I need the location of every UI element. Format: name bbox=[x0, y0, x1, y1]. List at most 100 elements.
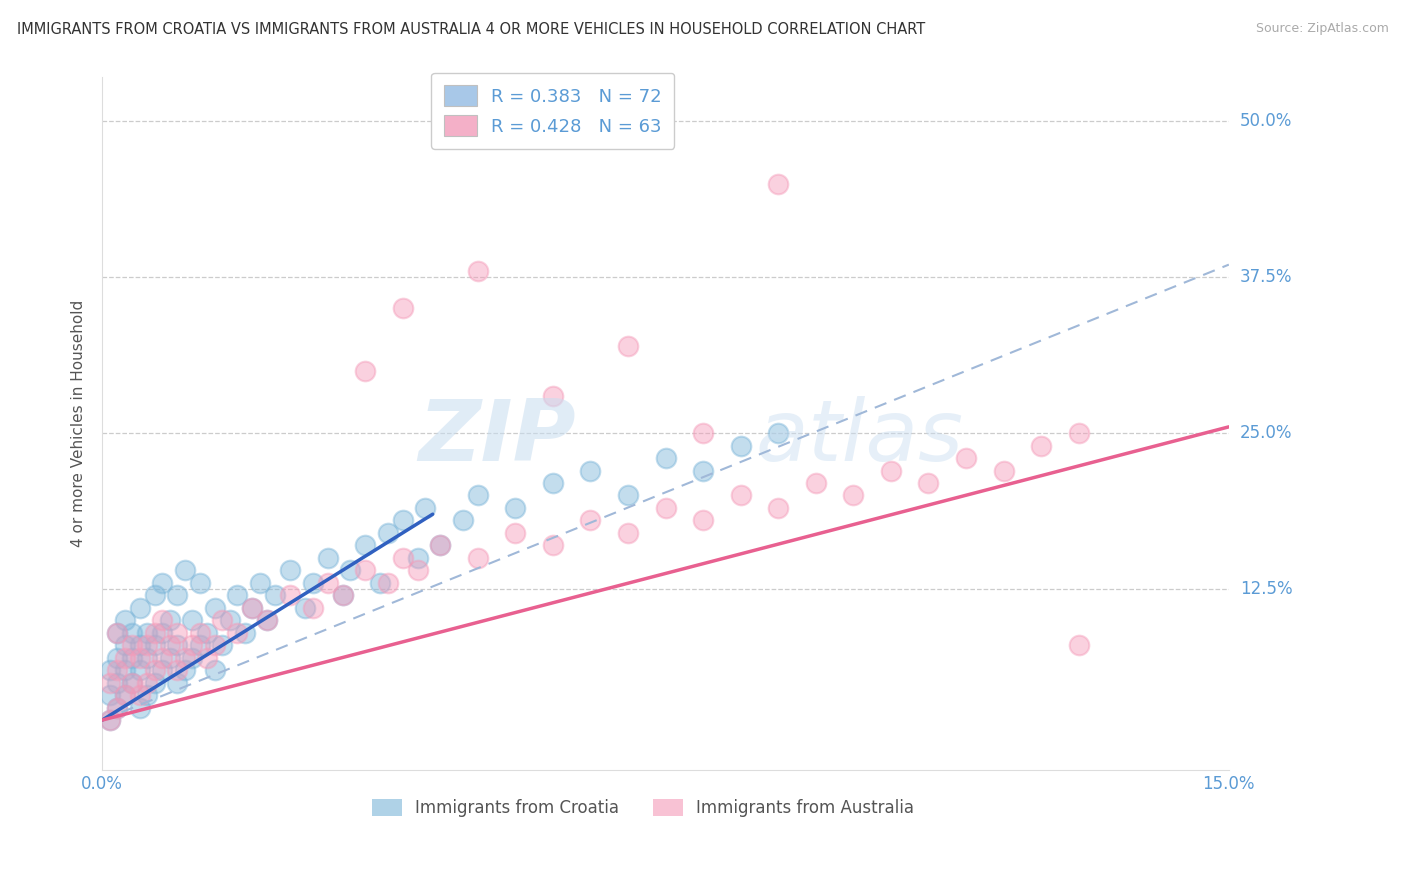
Point bbox=[993, 463, 1015, 477]
Text: 12.5%: 12.5% bbox=[1240, 580, 1292, 598]
Point bbox=[166, 588, 188, 602]
Text: atlas: atlas bbox=[755, 396, 963, 479]
Point bbox=[114, 638, 136, 652]
Point bbox=[391, 550, 413, 565]
Point bbox=[692, 463, 714, 477]
Point bbox=[136, 625, 159, 640]
Point bbox=[128, 650, 150, 665]
Point bbox=[451, 513, 474, 527]
Point bbox=[98, 713, 121, 727]
Point bbox=[541, 475, 564, 490]
Point bbox=[467, 488, 489, 502]
Point bbox=[136, 688, 159, 702]
Point bbox=[316, 550, 339, 565]
Legend: Immigrants from Croatia, Immigrants from Australia: Immigrants from Croatia, Immigrants from… bbox=[366, 792, 921, 824]
Point bbox=[173, 563, 195, 577]
Point bbox=[233, 625, 256, 640]
Point bbox=[880, 463, 903, 477]
Point bbox=[166, 625, 188, 640]
Point bbox=[617, 488, 640, 502]
Point bbox=[413, 500, 436, 515]
Point bbox=[173, 650, 195, 665]
Point bbox=[173, 663, 195, 677]
Point bbox=[150, 575, 173, 590]
Point bbox=[368, 575, 391, 590]
Point bbox=[128, 663, 150, 677]
Point bbox=[1029, 439, 1052, 453]
Point bbox=[249, 575, 271, 590]
Text: 25.0%: 25.0% bbox=[1240, 424, 1292, 442]
Point bbox=[541, 538, 564, 552]
Point bbox=[204, 638, 226, 652]
Point bbox=[391, 513, 413, 527]
Text: 37.5%: 37.5% bbox=[1240, 268, 1292, 286]
Point bbox=[579, 513, 602, 527]
Point bbox=[181, 613, 204, 627]
Point bbox=[211, 638, 233, 652]
Point bbox=[955, 450, 977, 465]
Point bbox=[159, 650, 181, 665]
Point bbox=[377, 575, 399, 590]
Point bbox=[467, 550, 489, 565]
Point bbox=[181, 638, 204, 652]
Point bbox=[121, 625, 143, 640]
Point bbox=[354, 538, 377, 552]
Point bbox=[136, 650, 159, 665]
Point bbox=[278, 563, 301, 577]
Point bbox=[278, 588, 301, 602]
Y-axis label: 4 or more Vehicles in Household: 4 or more Vehicles in Household bbox=[72, 300, 86, 548]
Point bbox=[204, 663, 226, 677]
Point bbox=[114, 688, 136, 702]
Point bbox=[766, 426, 789, 441]
Point bbox=[195, 625, 218, 640]
Point bbox=[505, 500, 527, 515]
Point bbox=[128, 600, 150, 615]
Point bbox=[226, 625, 249, 640]
Point bbox=[188, 625, 211, 640]
Point bbox=[128, 700, 150, 714]
Point bbox=[301, 600, 323, 615]
Point bbox=[332, 588, 354, 602]
Point bbox=[766, 500, 789, 515]
Point bbox=[105, 700, 128, 714]
Point bbox=[114, 613, 136, 627]
Point bbox=[804, 475, 827, 490]
Point bbox=[121, 650, 143, 665]
Point bbox=[143, 663, 166, 677]
Point bbox=[406, 550, 429, 565]
Point bbox=[128, 688, 150, 702]
Point bbox=[98, 688, 121, 702]
Point bbox=[136, 675, 159, 690]
Point bbox=[150, 663, 173, 677]
Point bbox=[143, 625, 166, 640]
Text: 50.0%: 50.0% bbox=[1240, 112, 1292, 130]
Point bbox=[692, 513, 714, 527]
Point bbox=[264, 588, 287, 602]
Point bbox=[654, 450, 676, 465]
Point bbox=[143, 638, 166, 652]
Point bbox=[150, 613, 173, 627]
Point bbox=[159, 613, 181, 627]
Point bbox=[188, 575, 211, 590]
Point bbox=[105, 675, 128, 690]
Point bbox=[219, 613, 242, 627]
Text: Source: ZipAtlas.com: Source: ZipAtlas.com bbox=[1256, 22, 1389, 36]
Point bbox=[166, 638, 188, 652]
Point bbox=[505, 525, 527, 540]
Point bbox=[692, 426, 714, 441]
Point bbox=[391, 301, 413, 316]
Point bbox=[429, 538, 451, 552]
Point bbox=[842, 488, 865, 502]
Point bbox=[406, 563, 429, 577]
Point bbox=[105, 625, 128, 640]
Point bbox=[617, 525, 640, 540]
Point bbox=[256, 613, 278, 627]
Point bbox=[159, 638, 181, 652]
Point bbox=[143, 588, 166, 602]
Text: IMMIGRANTS FROM CROATIA VS IMMIGRANTS FROM AUSTRALIA 4 OR MORE VEHICLES IN HOUSE: IMMIGRANTS FROM CROATIA VS IMMIGRANTS FR… bbox=[17, 22, 925, 37]
Point bbox=[204, 600, 226, 615]
Point bbox=[917, 475, 939, 490]
Point bbox=[766, 177, 789, 191]
Point bbox=[242, 600, 264, 615]
Point bbox=[339, 563, 361, 577]
